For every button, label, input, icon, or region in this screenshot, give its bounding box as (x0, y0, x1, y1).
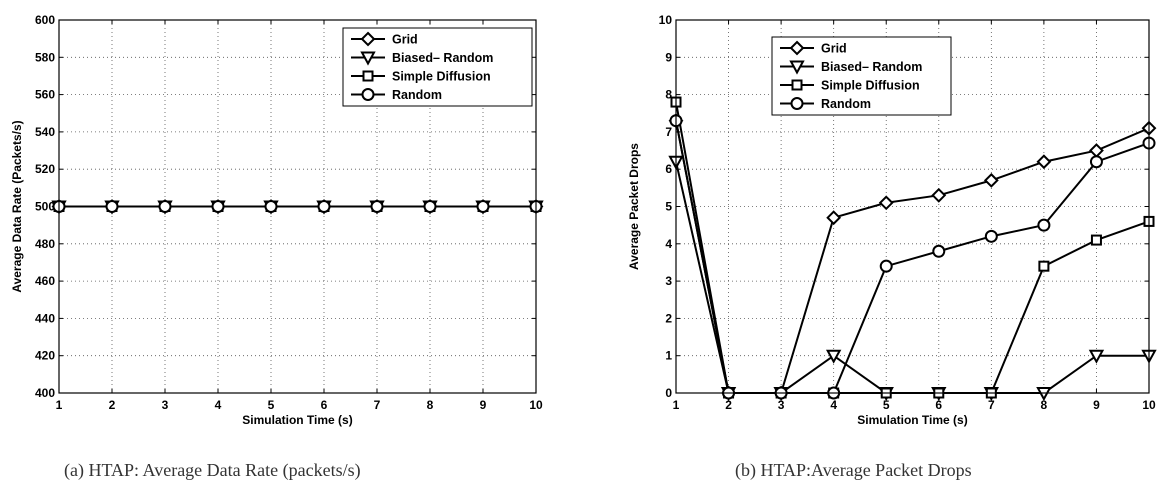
x-tick-label: 10 (529, 398, 543, 412)
x-tick-label: 3 (778, 398, 785, 412)
y-tick-label: 460 (35, 274, 55, 288)
x-tick-label: 6 (321, 398, 328, 412)
caption-a: (a) HTAP: Average Data Rate (packets/s) (64, 460, 361, 480)
data-point-marker (1038, 260, 1050, 272)
data-point-marker (932, 244, 946, 258)
data-point-marker (825, 349, 842, 364)
x-tick-label: 3 (162, 398, 169, 412)
data-point-marker (211, 200, 225, 213)
x-tick-label: 8 (1041, 398, 1048, 412)
y-tick-label: 400 (35, 386, 55, 400)
data-point-marker (158, 200, 172, 213)
x-tick-label: 7 (988, 398, 995, 412)
y-tick-label: 7 (665, 125, 672, 139)
legend-label: Simple Diffusion (821, 79, 920, 93)
legend-label: Random (392, 88, 442, 102)
legend-marker (790, 97, 804, 110)
legend-label: Random (821, 97, 871, 111)
data-point-marker (105, 200, 119, 213)
y-tick-label: 5 (665, 200, 672, 214)
x-tick-label: 7 (374, 398, 381, 412)
y-tick-label: 600 (35, 13, 55, 27)
x-tick-label: 1 (56, 398, 63, 412)
y-tick-label: 540 (35, 125, 55, 139)
x-tick-label: 9 (1093, 398, 1100, 412)
x-tick-label: 2 (725, 398, 732, 412)
x-tick-label: 8 (427, 398, 434, 412)
x-tick-label: 9 (480, 398, 487, 412)
data-point-marker (317, 200, 331, 213)
legend: Grid Biased– Random Simple Diffusion Random (342, 27, 533, 107)
y-tick-label: 10 (659, 13, 673, 27)
x-tick-label: 4 (215, 398, 222, 412)
legend-label: Biased– Random (392, 51, 493, 65)
legend-marker (362, 70, 374, 82)
x-tick-label: 10 (1142, 398, 1156, 412)
y-tick-label: 440 (35, 311, 55, 325)
data-point-marker (879, 259, 893, 273)
x-tick-label: 6 (935, 398, 942, 412)
data-point-marker (476, 200, 490, 213)
legend-label: Grid (392, 33, 418, 47)
y-tick-label: 4 (665, 237, 672, 251)
x-tick-label: 1 (673, 398, 680, 412)
y-tick-label: 420 (35, 349, 55, 363)
legend-marker (789, 40, 805, 56)
x-axis-label: Simulation Time (s) (242, 413, 352, 427)
y-tick-label: 500 (35, 200, 55, 214)
data-point-marker (1090, 234, 1102, 246)
legend-label: Grid (821, 42, 847, 56)
x-tick-label: 5 (268, 398, 275, 412)
data-point-marker (983, 172, 999, 188)
chart-a: 1 2 3 4 5 6 7 8 9 10 400 420 440 460 480 500 520 540 560 58… (10, 13, 544, 427)
legend-label: Simple Diffusion (392, 70, 491, 84)
legend-marker (789, 60, 805, 75)
y-tick-label: 520 (35, 162, 55, 176)
y-tick-label: 2 (665, 311, 672, 325)
data-point-marker (1036, 154, 1052, 170)
y-tick-label: 9 (665, 50, 672, 64)
data-point-marker (1088, 349, 1105, 364)
series-random (52, 200, 543, 213)
legend-label: Biased– Random (821, 60, 922, 74)
data-point-marker (878, 195, 894, 211)
data-point-marker (1089, 155, 1103, 169)
data-point-marker (984, 229, 998, 243)
y-tick-label: 480 (35, 237, 55, 251)
legend-marker (360, 51, 376, 66)
data-point-marker (423, 200, 437, 213)
legend-box (342, 27, 533, 107)
caption-b: (b) HTAP:Average Packet Drops (735, 460, 972, 480)
y-tick-label: 0 (665, 386, 672, 400)
plot-frame (58, 19, 537, 394)
y-tick-label: 580 (35, 50, 55, 64)
y-axis-label: Average Packet Drops (627, 143, 641, 270)
y-tick-label: 1 (665, 349, 672, 363)
y-tick-label: 3 (665, 274, 672, 288)
y-axis-label: Average Data Rate (Packets/s) (10, 120, 24, 292)
data-point-marker (931, 187, 947, 203)
y-tick-label: 6 (665, 162, 672, 176)
y-tick-label: 560 (35, 88, 55, 102)
data-point-marker (370, 200, 384, 213)
x-tick-label: 4 (830, 398, 837, 412)
legend-marker (360, 31, 376, 47)
legend-marker (791, 79, 803, 91)
x-tick-label: 5 (883, 398, 890, 412)
y-tick-label: 8 (665, 88, 672, 102)
plot-frame (675, 19, 1150, 394)
legend: Grid Biased– Random Simple Diffusion Random (771, 36, 952, 116)
legend-marker (361, 88, 375, 101)
data-point-marker (264, 200, 278, 213)
data-point-marker (826, 210, 842, 226)
x-tick-label: 2 (109, 398, 116, 412)
data-point-marker (1037, 218, 1051, 232)
x-axis-label: Simulation Time (s) (857, 413, 967, 427)
